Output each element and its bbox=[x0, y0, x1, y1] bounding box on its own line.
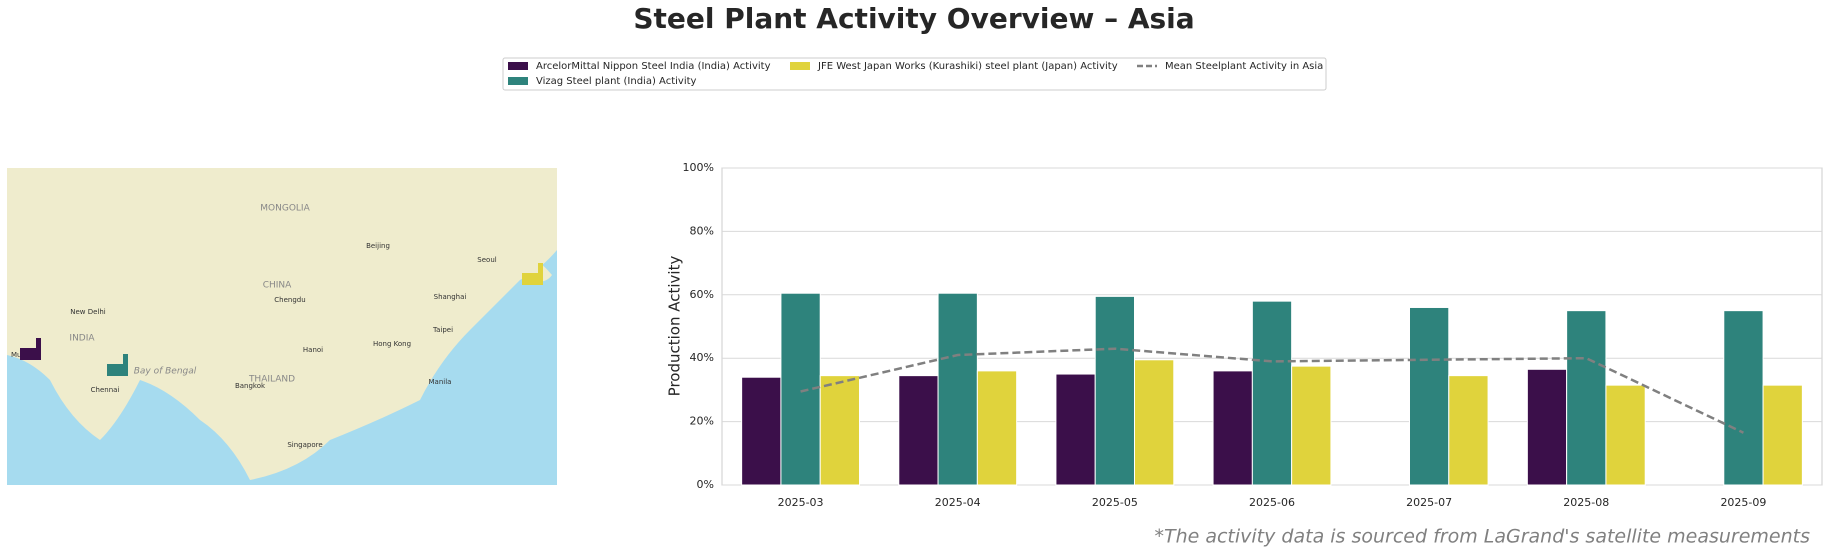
x-tick-label: 2025-07 bbox=[1406, 496, 1452, 509]
plant-icon bbox=[522, 273, 538, 285]
footnote: *The activity data is sourced from LaGra… bbox=[1154, 526, 1810, 548]
mean-line bbox=[800, 347, 1744, 434]
y-tick-label: 20% bbox=[690, 415, 714, 428]
bar bbox=[1212, 370, 1253, 486]
x-tick-label: 2025-09 bbox=[1720, 496, 1766, 509]
map-label: THAILAND bbox=[248, 375, 295, 385]
map-label: New Delhi bbox=[70, 308, 106, 316]
plant-icon bbox=[36, 338, 41, 360]
bar bbox=[976, 370, 1018, 486]
map-label: Bangkok bbox=[235, 382, 266, 390]
x-tick-label: 2025-03 bbox=[778, 496, 824, 509]
legend-swatch bbox=[508, 77, 528, 85]
bar bbox=[1251, 300, 1293, 486]
bar bbox=[1605, 384, 1646, 486]
map-label: MONGOLIA bbox=[260, 204, 310, 214]
map-land bbox=[7, 168, 557, 480]
legend-swatch bbox=[790, 62, 810, 70]
legend-label: ArcelorMittal Nippon Steel India (India)… bbox=[536, 61, 771, 72]
map-label: Seoul bbox=[477, 256, 496, 264]
bar bbox=[819, 375, 861, 486]
map-label: Hong Kong bbox=[373, 340, 411, 348]
map-label: Bay of Bengal bbox=[134, 367, 197, 377]
x-tick-label: 2025-06 bbox=[1249, 496, 1295, 509]
y-axis-label: Production Activity bbox=[666, 256, 684, 397]
y-tick-label: 60% bbox=[690, 288, 714, 301]
map-label: Singapore bbox=[287, 441, 322, 449]
bar bbox=[1055, 373, 1096, 486]
bar bbox=[1094, 295, 1135, 486]
x-tick-label: 2025-05 bbox=[1092, 496, 1138, 509]
bar bbox=[1566, 310, 1607, 486]
legend-swatch bbox=[508, 62, 528, 70]
map-label: Hanoi bbox=[303, 346, 323, 354]
bar bbox=[937, 292, 978, 486]
y-tick-label: 80% bbox=[690, 224, 714, 237]
map-label: Beijing bbox=[366, 242, 390, 250]
map bbox=[7, 168, 557, 485]
map-label: Manila bbox=[429, 378, 452, 386]
bar bbox=[1762, 384, 1803, 486]
map-label: Taipei bbox=[432, 326, 453, 334]
plant-icon bbox=[107, 364, 123, 376]
legend-box bbox=[502, 57, 1327, 91]
legend-label: Vizag Steel plant (India) Activity bbox=[536, 76, 697, 87]
bar bbox=[1291, 365, 1332, 486]
y-tick-label: 0% bbox=[697, 478, 714, 491]
map-label: CHINA bbox=[263, 281, 292, 291]
map-label: INDIA bbox=[69, 334, 95, 344]
map-label: Shanghai bbox=[434, 293, 467, 301]
chart-title: Steel Plant Activity Overview – Asia bbox=[633, 2, 1194, 35]
bar bbox=[1448, 375, 1489, 486]
plant-icon bbox=[538, 263, 543, 285]
bar bbox=[1409, 306, 1450, 486]
y-tick-label: 100% bbox=[683, 161, 714, 174]
y-tick-label: 40% bbox=[690, 351, 714, 364]
bar bbox=[1723, 310, 1764, 486]
bar bbox=[741, 376, 782, 486]
map-label: Chengdu bbox=[274, 296, 305, 304]
bar bbox=[1526, 368, 1568, 486]
bar bbox=[1134, 359, 1175, 486]
legend-label: JFE West Japan Works (Kurashiki) steel p… bbox=[817, 61, 1118, 72]
map-label: Chennai bbox=[91, 386, 120, 394]
x-tick-label: 2025-08 bbox=[1563, 496, 1609, 509]
legend-label: Mean Steelplant Activity in Asia bbox=[1165, 61, 1323, 72]
bar bbox=[898, 375, 939, 486]
plant-icon bbox=[123, 354, 128, 376]
x-tick-label: 2025-04 bbox=[935, 496, 981, 509]
plant-icon bbox=[20, 348, 36, 360]
